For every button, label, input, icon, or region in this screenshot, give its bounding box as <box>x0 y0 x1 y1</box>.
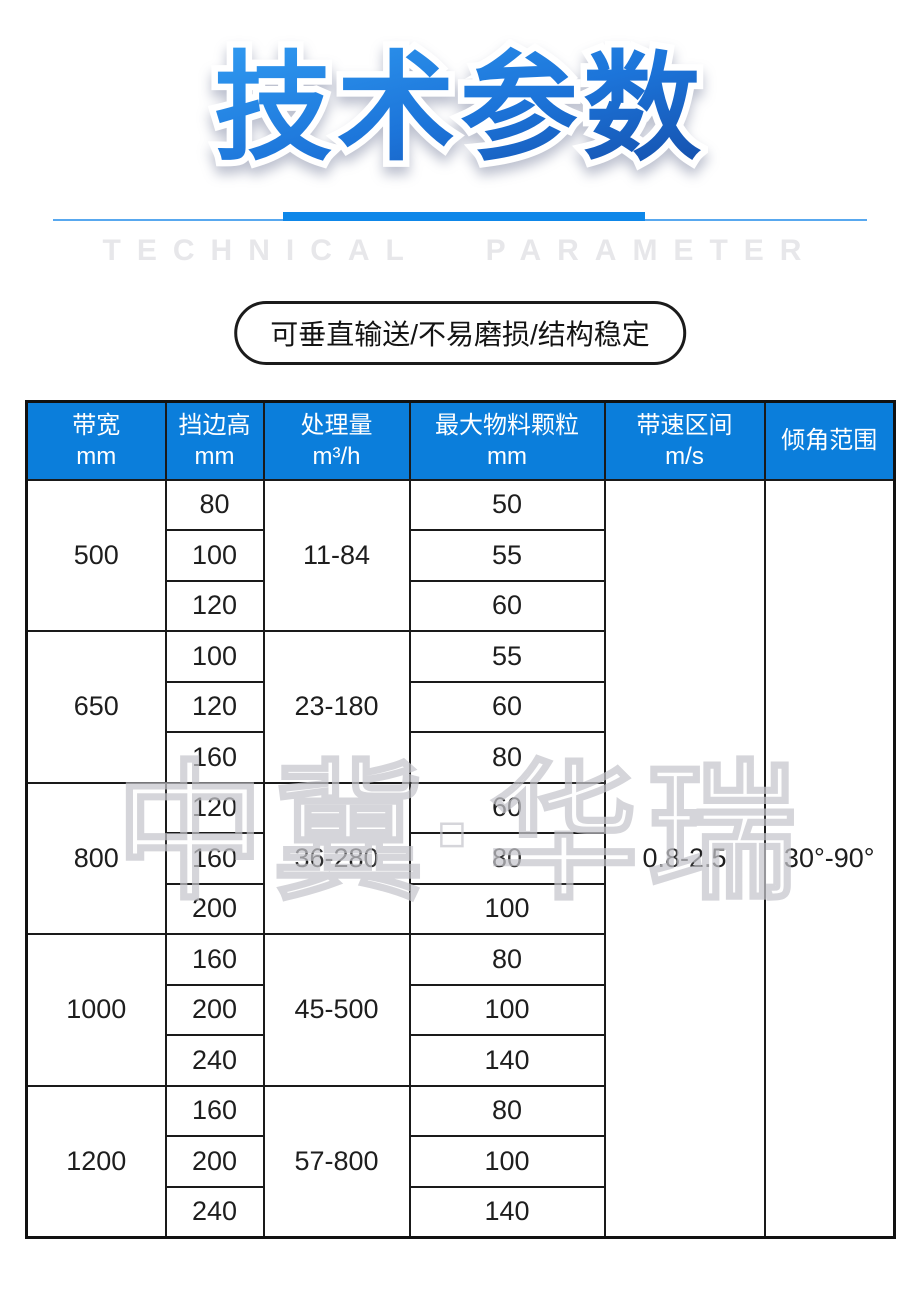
col-header-unit: m/s <box>665 442 704 470</box>
col-header-unit: mm <box>76 442 117 470</box>
cell-band-width: 800 <box>25 781 167 935</box>
col-header-label: 带速区间 <box>636 411 733 439</box>
cell-edge-height: 240 <box>164 1034 265 1087</box>
cell-edge-height: 160 <box>164 1084 265 1137</box>
cell-capacity: 45-500 <box>262 933 411 1087</box>
cell-angle-range: 30°-90° <box>763 478 896 1238</box>
cell-particle: 100 <box>408 1135 606 1188</box>
col-header-angle-range: 倾角范围 <box>763 400 896 481</box>
col-header-band-width: 带宽 mm <box>25 400 167 481</box>
feature-badge: 可垂直输送/不易磨损/结构稳定 <box>234 301 686 365</box>
table-row: 100 55 <box>27 529 895 582</box>
page-title: 技术参数 技术参数 <box>0 37 920 202</box>
cell-band-width: 1200 <box>25 1084 167 1238</box>
cell-speed-range: 0.8-2.5 <box>603 478 766 1238</box>
cell-capacity: 36-280 <box>262 781 411 935</box>
cell-edge-height: 200 <box>164 1135 265 1188</box>
table-row: 200 100 <box>27 983 895 1036</box>
cell-edge-height: 160 <box>164 933 265 986</box>
cell-particle: 100 <box>408 983 606 1036</box>
page-subtitle: TECHNICAL PARAMETER <box>102 234 818 267</box>
table-row: 650 100 23-180 55 <box>25 630 895 784</box>
cell-particle: 100 <box>408 882 606 935</box>
col-header-label: 带宽 <box>72 411 121 439</box>
cell-edge-height: 200 <box>164 983 265 1036</box>
cell-particle: 80 <box>408 933 606 986</box>
col-header-label: 挡边高 <box>178 411 251 439</box>
cell-particle: 80 <box>408 1084 606 1137</box>
cell-particle: 140 <box>408 1034 606 1087</box>
col-header-label: 倾角范围 <box>781 427 878 455</box>
cell-edge-height: 160 <box>164 731 265 784</box>
col-header-label: 处理量 <box>300 411 373 439</box>
cell-particle: 55 <box>408 630 606 683</box>
page-title-text: 技术参数 <box>0 42 920 178</box>
cell-band-width: 650 <box>25 630 167 784</box>
table-row: 160 80 <box>27 731 895 784</box>
table-row: 200 100 <box>27 1135 895 1188</box>
table-row: 240 140 <box>27 1034 895 1087</box>
cell-edge-height: 100 <box>164 630 265 683</box>
cell-capacity: 23-180 <box>262 630 411 784</box>
cell-particle: 80 <box>408 832 606 885</box>
col-header-unit: m³/h <box>312 442 361 470</box>
col-header-edge-height: 挡边高 mm <box>164 400 265 481</box>
table-row: 800 120 36-280 60 <box>25 781 895 935</box>
cell-edge-height: 160 <box>164 832 265 885</box>
cell-band-width: 1000 <box>25 933 167 1087</box>
cell-particle: 140 <box>408 1185 606 1238</box>
title-divider-accent-bar <box>283 212 645 221</box>
title-divider-line <box>53 212 867 221</box>
cell-particle: 60 <box>408 579 606 632</box>
table-row: 200 100 <box>27 882 895 935</box>
table-row: 120 60 <box>27 680 895 733</box>
col-header-max-particle: 最大物料颗粒 mm <box>408 400 606 481</box>
col-header-unit: mm <box>487 442 527 470</box>
spec-table: 带宽 mm 挡边高 mm 处理量 m³/h 最大物料颗粒 mm 带速区间 m/s… <box>25 400 896 1239</box>
cell-particle: 50 <box>408 478 606 531</box>
cell-edge-height: 120 <box>164 680 265 733</box>
table-row: 160 80 <box>27 832 895 885</box>
cell-band-width: 500 <box>25 478 167 632</box>
table-header-row: 带宽 mm 挡边高 mm 处理量 m³/h 最大物料颗粒 mm 带速区间 m/s… <box>25 400 896 481</box>
cell-edge-height: 120 <box>164 579 265 632</box>
table-row: 240 140 <box>27 1185 895 1238</box>
table-row: 1200 160 57-800 80 <box>25 1084 895 1238</box>
cell-edge-height: 200 <box>164 882 265 935</box>
table-row: 120 60 <box>27 579 895 632</box>
cell-edge-height: 120 <box>164 781 265 834</box>
cell-particle: 55 <box>408 529 606 582</box>
cell-edge-height: 100 <box>164 529 265 582</box>
cell-edge-height: 80 <box>164 478 265 531</box>
col-header-unit: mm <box>194 442 235 470</box>
page-title-outline: 技术参数 <box>0 37 920 182</box>
table-row: 1000 160 45-500 80 <box>25 933 895 1087</box>
cell-particle: 60 <box>408 781 606 834</box>
cell-capacity: 11-84 <box>262 478 411 632</box>
cell-particle: 80 <box>408 731 606 784</box>
cell-particle: 60 <box>408 680 606 733</box>
col-header-belt-speed: 带速区间 m/s <box>603 400 766 481</box>
col-header-capacity: 处理量 m³/h <box>262 400 411 481</box>
cell-capacity: 57-800 <box>262 1084 411 1238</box>
col-header-label: 最大物料颗粒 <box>435 411 579 439</box>
cell-edge-height: 240 <box>164 1185 265 1238</box>
table-row: 500 80 11-84 50 0.8-2.5 30°-90° <box>25 478 896 1238</box>
